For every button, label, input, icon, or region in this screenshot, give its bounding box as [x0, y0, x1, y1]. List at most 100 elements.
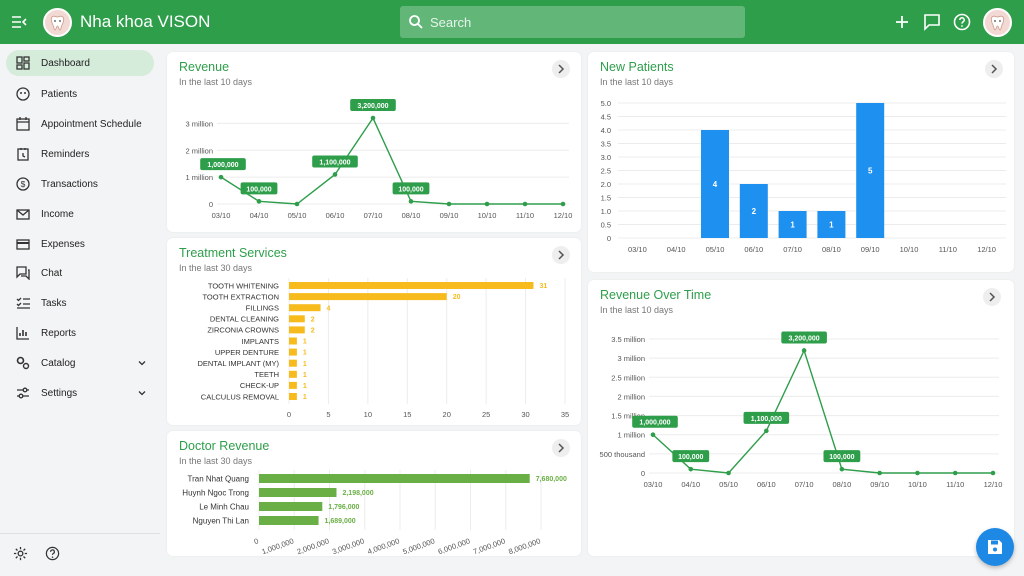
x-tick-label: 4,000,000: [366, 536, 400, 556]
data-label: 2: [311, 328, 315, 335]
x-tick-label: 07/10: [364, 211, 383, 220]
bar: [289, 326, 305, 334]
data-point: [370, 115, 376, 121]
sidebar-item-expenses[interactable]: Expenses: [6, 231, 154, 257]
x-tick-label: 15: [403, 410, 411, 419]
top-bar: Nha khoa VISON: [0, 0, 1024, 44]
x-tick-label: 10/10: [900, 245, 919, 254]
patients-icon: [16, 87, 30, 101]
data-point: [256, 199, 262, 204]
search-input[interactable]: [430, 6, 730, 38]
new-patients-chart: 0 0.5 1.0 1.5 2.0 2.5 3.0 3.5 4.0 4.5 5.0 03/10 04/1…: [601, 99, 1006, 254]
chevron-right-icon: [989, 292, 996, 302]
dollar-icon: $: [16, 177, 30, 191]
sidebar-item-income[interactable]: Income: [6, 201, 154, 227]
x-tick-label: 03/10: [644, 480, 663, 489]
message-icon[interactable]: [923, 13, 941, 31]
sidebar-divider: [0, 533, 160, 534]
bar: [289, 304, 321, 312]
bar: [289, 282, 534, 289]
sidebar-item-dashboard[interactable]: Dashboard: [6, 50, 154, 76]
add-icon[interactable]: [893, 13, 911, 31]
data-label: 1: [303, 372, 307, 379]
dashboard-icon: [16, 56, 30, 70]
bar: [856, 103, 885, 238]
menu-toggle-icon[interactable]: [11, 14, 27, 30]
y-tick-label: 0.5: [601, 221, 611, 230]
data-label: 1: [303, 361, 307, 368]
chevron-down-icon: [138, 391, 146, 396]
data-label: 1,000,000: [639, 420, 670, 427]
x-tick-label: 25: [482, 410, 490, 419]
x-tick-label: 0: [287, 410, 291, 419]
sidebar-item-label: Reports: [41, 328, 77, 339]
revenue-time-details-button[interactable]: [983, 288, 1001, 306]
sidebar-item-appointment-schedule[interactable]: Appointment Schedule: [6, 111, 154, 137]
y-tick-label: 0: [641, 469, 645, 478]
card-subtitle: In the last 30 days: [179, 263, 253, 273]
sidebar: Dashboard Patients Appointment Schedule …: [0, 44, 160, 576]
y-tick-label: 3 million: [617, 354, 645, 363]
sidebar-item-settings[interactable]: Settings: [6, 380, 154, 406]
sidebar-item-catalog[interactable]: Catalog: [6, 350, 154, 376]
card-subtitle: In the last 10 days: [179, 77, 253, 87]
chevron-right-icon: [558, 443, 565, 453]
category-label: Tran Nhat Quang: [187, 474, 249, 483]
category-label: CHECK-UP: [240, 381, 279, 390]
sidebar-item-label: Appointment Schedule: [41, 119, 142, 130]
chat-icon: [16, 266, 30, 280]
y-tick-label: 500 thousand: [600, 450, 645, 459]
data-label: 1,000,000: [207, 162, 238, 169]
gear-icon[interactable]: [13, 546, 28, 561]
help-icon[interactable]: [953, 13, 971, 31]
doctor-revenue-chart: 0 1,000,000 2,000,000 3,000,000 4,000,000 5,0…: [182, 470, 567, 556]
mail-icon: [16, 209, 30, 220]
x-tick-label: 0: [253, 536, 260, 546]
data-label: 1,100,000: [319, 159, 350, 166]
chevron-right-icon: [558, 64, 565, 74]
sidebar-item-label: Tasks: [41, 298, 67, 309]
sidebar-item-tasks[interactable]: Tasks: [6, 290, 154, 316]
x-tick-label: 03/10: [628, 245, 647, 254]
data-label: 1,100,000: [751, 416, 782, 423]
sidebar-item-label: Transactions: [41, 179, 98, 190]
revenue-details-button[interactable]: [552, 60, 570, 78]
data-label: 5: [868, 167, 873, 176]
x-tick-label: 04/10: [667, 245, 686, 254]
data-label: 100,000: [829, 454, 854, 461]
bar: [701, 130, 729, 238]
data-point: [522, 201, 528, 207]
doctor-details-button[interactable]: [552, 439, 570, 457]
x-tick-label: 06/10: [326, 211, 345, 220]
x-tick-label: 1,000,000: [260, 536, 294, 556]
data-label: 100,000: [398, 186, 423, 193]
data-label: 3,200,000: [789, 335, 820, 342]
sidebar-item-reports[interactable]: Reports: [6, 320, 154, 346]
user-avatar[interactable]: [983, 8, 1012, 37]
search-box[interactable]: [400, 6, 745, 38]
chevron-down-icon: [138, 361, 146, 366]
y-tick-label: 4.5: [601, 113, 611, 122]
card-title: Revenue Over Time: [600, 288, 712, 302]
card-title: Doctor Revenue: [179, 439, 270, 453]
sidebar-item-patients[interactable]: Patients: [6, 81, 154, 107]
card-title: Treatment Services: [179, 246, 287, 260]
sidebar-item-transactions[interactable]: $ Transactions: [6, 171, 154, 197]
y-tick-label: 4.0: [601, 126, 611, 135]
new-patients-details-button[interactable]: [985, 60, 1003, 78]
card-subtitle: In the last 30 days: [179, 456, 253, 466]
bar: [289, 359, 297, 367]
sidebar-item-reminders[interactable]: Reminders: [6, 141, 154, 167]
card-subtitle: In the last 10 days: [600, 305, 674, 315]
category-label: CALCULUS REMOVAL: [201, 392, 279, 401]
treatment-details-button[interactable]: [552, 246, 570, 264]
save-icon: [988, 540, 1002, 554]
card-subtitle: In the last 10 days: [600, 77, 674, 87]
x-tick-label: 09/10: [440, 211, 459, 220]
x-tick-label: 11/10: [939, 245, 957, 254]
help-icon[interactable]: [45, 546, 60, 561]
bar: [289, 370, 297, 378]
save-button[interactable]: [976, 528, 1014, 566]
y-tick-label: 3 million: [185, 119, 213, 128]
sidebar-item-chat[interactable]: Chat: [6, 260, 154, 286]
